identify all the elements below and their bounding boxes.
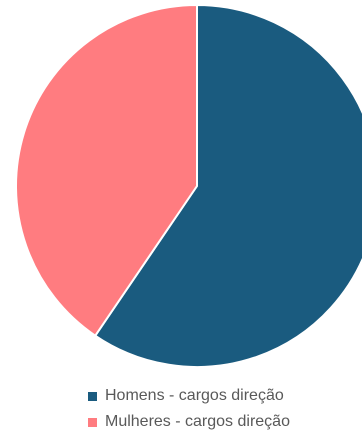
legend-item-homens: Homens - cargos direção <box>88 383 358 409</box>
legend-item-mulheres: Mulheres - cargos direção <box>88 409 358 435</box>
chart-legend: Homens - cargos direção Mulheres - cargo… <box>88 383 358 435</box>
legend-label-mulheres: Mulheres - cargos direção <box>105 413 290 430</box>
legend-swatch-mulheres <box>88 417 97 427</box>
pie-slice-homens <box>94 4 362 368</box>
legend-label-homens: Homens - cargos direção <box>105 387 284 404</box>
pie-slice-mulheres <box>15 4 198 337</box>
legend-swatch-homens <box>88 391 97 401</box>
pie-slices <box>15 4 362 368</box>
pie-chart <box>15 4 362 368</box>
